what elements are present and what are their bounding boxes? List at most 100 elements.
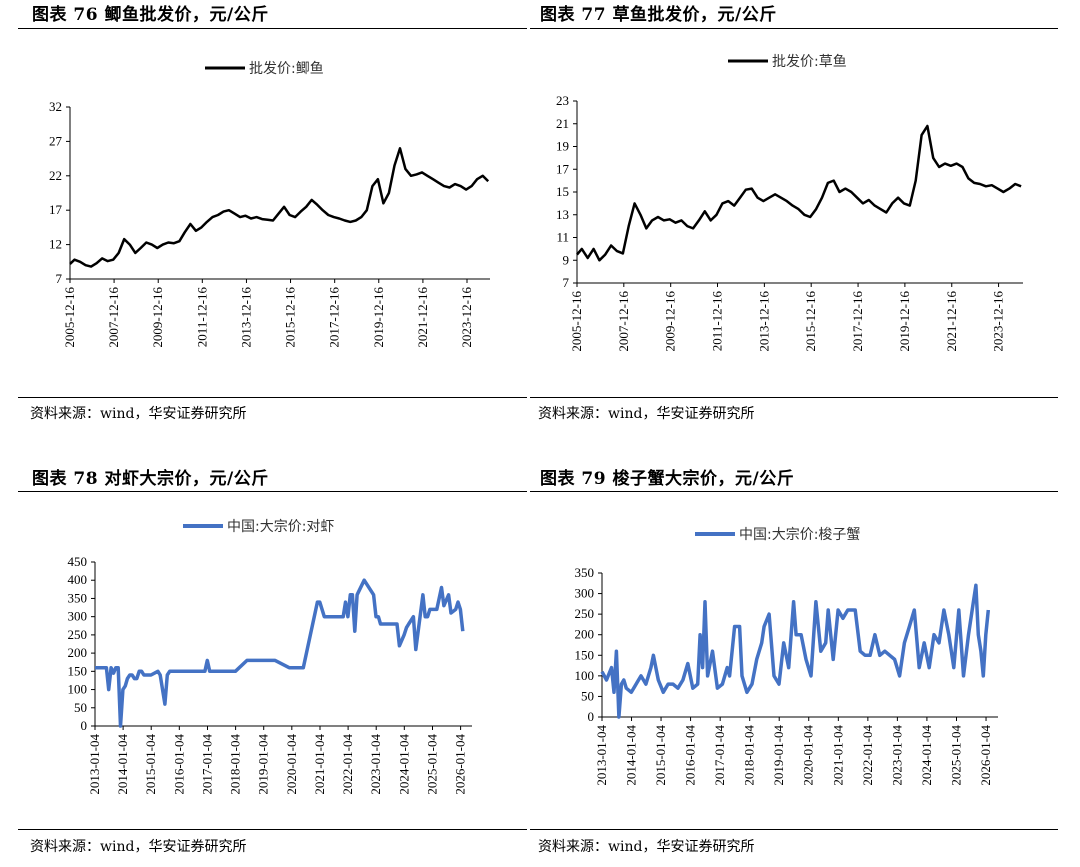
y-tick-label: 27 xyxy=(49,133,63,148)
x-tick-label: 2005-12-16 xyxy=(569,291,584,352)
chart-svg: 7 9 11 13 15 17 19 21 23 2005-12-16 2007-12-16 2009… xyxy=(556,53,1023,352)
y-tick-label: 0 xyxy=(588,709,595,724)
y-tick-label: 23 xyxy=(556,93,569,108)
y-tick-label: 300 xyxy=(68,609,88,624)
x-tick-label: 2019-01-04 xyxy=(256,734,271,795)
x-tick-label: 2015-12-16 xyxy=(283,287,298,348)
x-tick-label: 2014-01-04 xyxy=(624,725,639,786)
title-rule xyxy=(530,28,1058,29)
x-tick-label: 2013-12-16 xyxy=(238,287,253,348)
y-tick-label: 250 xyxy=(575,606,595,621)
y-tick-label: 0 xyxy=(81,718,88,733)
y-tick-label: 11 xyxy=(556,230,569,245)
x-tick-label: 2009-12-16 xyxy=(663,291,678,352)
x-tick-label: 2025-01-04 xyxy=(949,725,964,786)
x-tick-label: 2023-01-04 xyxy=(889,725,904,786)
source-rule xyxy=(18,397,527,398)
x-tick-label: 2013-12-16 xyxy=(756,291,771,352)
chart-svg: 0 50 100 150 200 250 300 350 2013-01-04 2014-01-0… xyxy=(575,526,998,786)
chart-svg: 0 50 100 150 200 250 300 350 400 450 2013-01-04 201… xyxy=(68,519,472,795)
legend-label: 中国:大宗价:梭子蟹 xyxy=(739,526,860,543)
y-tick-label: 17 xyxy=(556,161,570,176)
y-tick-label: 22 xyxy=(49,168,62,183)
y-tick-label: 250 xyxy=(68,627,88,642)
series-line xyxy=(69,147,490,268)
y-tick-label: 150 xyxy=(575,647,595,662)
x-tick-label: 2015-01-04 xyxy=(653,725,668,786)
y-tick-label: 15 xyxy=(556,184,569,199)
y-tick-label: 17 xyxy=(49,202,63,217)
x-tick-label: 2017-12-16 xyxy=(850,291,865,352)
y-tick-label: 400 xyxy=(68,572,88,587)
y-tick-label: 32 xyxy=(49,99,62,114)
source-note: 资料来源：wind，华安证券研究所 xyxy=(538,406,755,422)
y-tick-label: 50 xyxy=(74,700,87,715)
x-tick-label: 2021-01-04 xyxy=(830,725,845,786)
x-tick-label: 2021-01-04 xyxy=(312,734,327,795)
x-tick-label: 2016-01-04 xyxy=(171,734,186,795)
source-note: 资料来源：wind，华安证券研究所 xyxy=(30,406,247,422)
x-tick-label: 2011-12-16 xyxy=(710,291,725,352)
x-tick-label: 2020-01-04 xyxy=(801,725,816,786)
chart-title: 图表 77 草鱼批发价，元/公斤 xyxy=(540,5,777,25)
x-tick-label: 2005-12-16 xyxy=(62,287,77,348)
title-rule xyxy=(530,491,1058,492)
x-tick-label: 2017-01-04 xyxy=(199,734,214,795)
legend-label: 批发价:鲫鱼 xyxy=(249,60,324,77)
chart-title: 图表 78 对虾大宗价，元/公斤 xyxy=(32,469,269,489)
x-tick-label: 2016-01-04 xyxy=(683,725,698,786)
x-tick-label: 2023-12-16 xyxy=(991,291,1006,352)
x-tick-label: 2021-12-16 xyxy=(415,287,430,348)
x-tick-label: 2023-01-04 xyxy=(368,734,383,795)
x-tick-label: 2021-12-16 xyxy=(944,291,959,352)
x-tick-label: 2013-01-04 xyxy=(594,725,609,786)
source-rule xyxy=(18,829,527,830)
x-tick-label: 2026-01-04 xyxy=(978,725,993,786)
y-tick-label: 19 xyxy=(556,139,569,154)
y-tick-label: 7 xyxy=(56,271,63,286)
x-tick-label: 2015-01-04 xyxy=(143,734,158,795)
y-tick-label: 200 xyxy=(575,627,595,642)
x-tick-label: 2017-12-16 xyxy=(327,287,342,348)
series-line xyxy=(600,583,991,719)
chart-title: 图表 79 梭子蟹大宗价，元/公斤 xyxy=(540,469,795,489)
y-tick-label: 100 xyxy=(68,682,88,697)
x-tick-label: 2019-12-16 xyxy=(371,287,386,348)
x-tick-label: 2007-12-16 xyxy=(616,291,631,352)
y-tick-label: 21 xyxy=(556,116,569,131)
x-tick-label: 2007-12-16 xyxy=(106,287,121,348)
x-tick-label: 2009-12-16 xyxy=(150,287,165,348)
source-note: 资料来源：wind，华安证券研究所 xyxy=(538,839,755,855)
legend-label: 批发价:草鱼 xyxy=(772,53,847,70)
x-tick-label: 2014-01-04 xyxy=(115,734,130,795)
source-rule xyxy=(530,829,1058,830)
x-tick-label: 2019-12-16 xyxy=(897,291,912,352)
y-tick-label: 13 xyxy=(556,207,569,222)
x-tick-label: 2018-01-04 xyxy=(742,725,757,786)
y-tick-label: 200 xyxy=(68,645,88,660)
chart-svg: 7 12 17 22 27 32 2005-12-16 2007-12-16 2009-12-1… xyxy=(49,60,490,348)
series-line xyxy=(95,578,465,728)
x-tick-label: 2020-01-04 xyxy=(284,734,299,795)
x-tick-label: 2026-01-04 xyxy=(453,734,468,795)
y-tick-label: 300 xyxy=(575,586,595,601)
source-note: 资料来源：wind，华安证券研究所 xyxy=(30,839,247,855)
source-rule xyxy=(530,397,1058,398)
x-tick-label: 2023-12-16 xyxy=(459,287,474,348)
y-tick-label: 100 xyxy=(575,668,595,683)
y-tick-label: 50 xyxy=(581,688,594,703)
x-tick-label: 2025-01-04 xyxy=(424,734,439,795)
x-tick-label: 2019-01-04 xyxy=(771,725,786,786)
y-tick-label: 9 xyxy=(563,252,570,267)
y-tick-label: 7 xyxy=(563,275,570,290)
series-line xyxy=(576,124,1022,262)
x-tick-label: 2015-12-16 xyxy=(803,291,818,352)
y-tick-label: 350 xyxy=(575,565,595,580)
x-tick-label: 2022-01-04 xyxy=(340,734,355,795)
y-tick-label: 12 xyxy=(49,237,62,252)
x-tick-label: 2018-01-04 xyxy=(228,734,243,795)
x-tick-label: 2017-01-04 xyxy=(712,725,727,786)
y-tick-label: 450 xyxy=(68,554,88,569)
y-tick-label: 150 xyxy=(68,663,88,678)
y-tick-label: 350 xyxy=(68,590,88,605)
